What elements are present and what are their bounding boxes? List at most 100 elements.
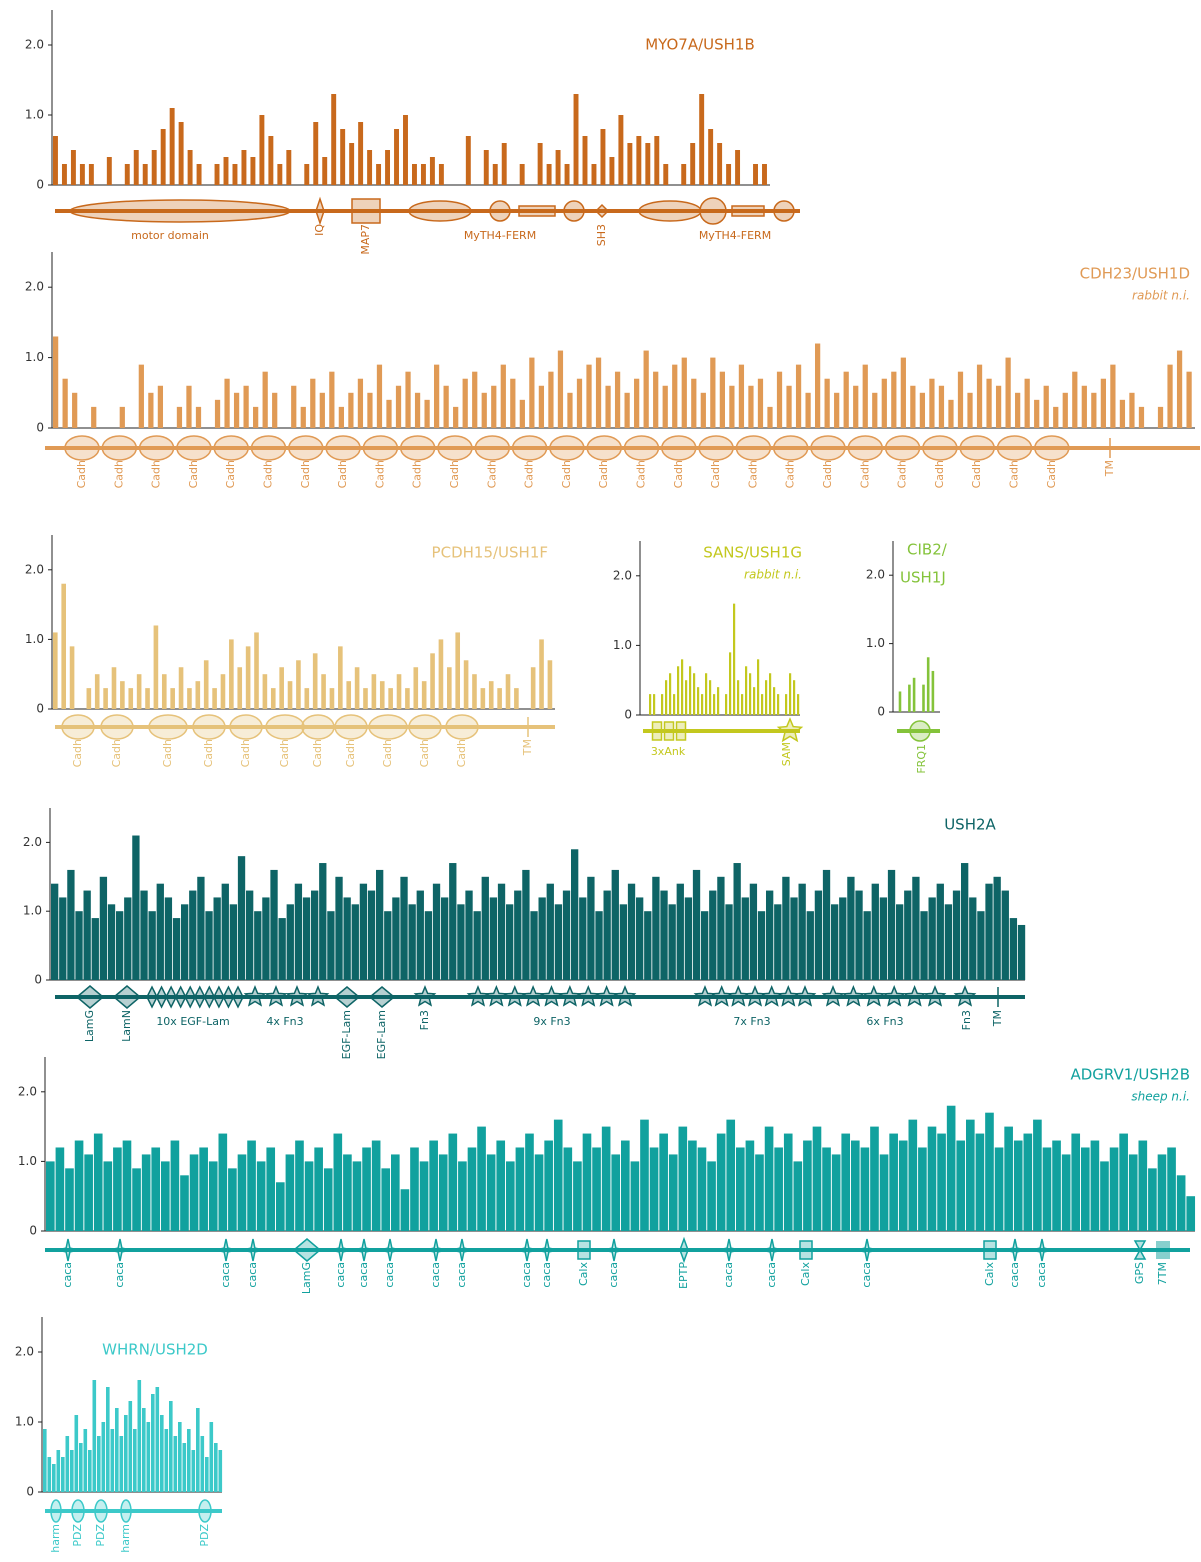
domain-shape <box>564 201 584 221</box>
bar <box>967 393 972 428</box>
bar <box>140 891 147 980</box>
domain-label: caca <box>455 1262 468 1288</box>
bar <box>1091 1141 1100 1231</box>
bar <box>573 1161 582 1231</box>
domain-shape <box>326 436 360 460</box>
y-tick-label: 1.0 <box>613 638 632 652</box>
domain-shape <box>960 436 994 460</box>
domain-shape <box>309 987 328 1005</box>
bar <box>420 1161 429 1231</box>
bar <box>726 1120 735 1231</box>
domain-shape <box>316 199 324 223</box>
bar <box>653 372 658 428</box>
y-tick-label: 2.0 <box>18 1084 37 1098</box>
bar <box>501 365 506 428</box>
bar <box>449 863 456 980</box>
domain-label: Cadh <box>373 460 386 488</box>
bar <box>288 681 293 709</box>
y-tick-label: 2.0 <box>613 568 632 582</box>
bar <box>956 1141 965 1231</box>
bar <box>88 1450 92 1492</box>
bar <box>520 400 525 428</box>
bar <box>457 904 464 980</box>
bar <box>685 897 692 980</box>
domain-shape <box>639 201 701 221</box>
bar <box>103 688 108 709</box>
bar <box>70 646 75 709</box>
bar <box>947 1106 956 1231</box>
bar <box>896 904 903 980</box>
bar <box>124 1415 128 1492</box>
bar <box>697 687 699 715</box>
domain-label: Cadh <box>161 739 174 767</box>
bar <box>621 1141 630 1231</box>
domain-shape <box>587 436 621 460</box>
bar <box>1186 1196 1195 1231</box>
bar <box>753 687 755 715</box>
bar <box>291 386 296 428</box>
bar <box>899 691 902 712</box>
bar <box>693 870 700 980</box>
bar <box>449 1134 458 1231</box>
bar <box>774 904 781 980</box>
domain-label: caca <box>429 1262 442 1288</box>
chart-subtitle: rabbit n.i. <box>744 568 802 582</box>
domain-shape <box>1031 1239 1053 1261</box>
domain-shape <box>848 436 882 460</box>
bar <box>104 1161 113 1231</box>
domain-label: MyTH4-FERM <box>699 229 771 242</box>
bar <box>262 897 269 980</box>
bar <box>506 674 511 709</box>
bar <box>765 680 767 715</box>
bar <box>190 1154 199 1231</box>
bar <box>1139 1141 1148 1231</box>
bar <box>230 904 237 980</box>
bar <box>855 891 862 980</box>
bar <box>314 1147 323 1231</box>
bar <box>649 694 651 715</box>
domain-label: caca <box>765 1262 778 1288</box>
domain-shape <box>157 987 167 1007</box>
domain-label: caca <box>860 1262 873 1288</box>
domain-shape <box>469 987 488 1005</box>
domain-shape <box>379 1239 401 1261</box>
bar <box>75 911 82 980</box>
bar <box>922 685 925 712</box>
bar <box>729 652 731 715</box>
bar <box>286 1154 295 1231</box>
bar <box>189 891 196 980</box>
bar <box>142 1408 146 1492</box>
bar <box>474 911 481 980</box>
bar <box>654 136 659 185</box>
bar <box>151 1394 155 1492</box>
bar <box>745 666 747 715</box>
bar <box>1004 1127 1013 1231</box>
bar <box>238 1154 247 1231</box>
bar <box>481 688 486 709</box>
bar <box>157 884 164 980</box>
bar <box>132 1168 141 1231</box>
domain-label: LamG <box>300 1262 313 1294</box>
bar <box>212 688 217 709</box>
bar <box>644 351 649 428</box>
bar <box>844 372 849 428</box>
bar <box>691 379 696 428</box>
bar <box>324 1168 333 1231</box>
bar <box>106 1387 110 1492</box>
bar <box>142 1154 151 1231</box>
bar <box>574 94 579 185</box>
domain-shape <box>95 1500 107 1522</box>
domain-label: Cadh <box>311 739 324 767</box>
bar <box>555 904 562 980</box>
domain-shape <box>519 206 555 216</box>
bar <box>353 1161 362 1231</box>
domain-label: PDZ <box>94 1524 107 1547</box>
domain-label: 7x Fn3 <box>733 1015 770 1028</box>
bar <box>386 400 391 428</box>
bar <box>669 904 676 980</box>
domain-label: Cadh <box>672 460 685 488</box>
bar <box>464 660 469 709</box>
bar <box>945 904 952 980</box>
domain-label: Cadh <box>485 460 498 488</box>
bar <box>425 911 432 980</box>
